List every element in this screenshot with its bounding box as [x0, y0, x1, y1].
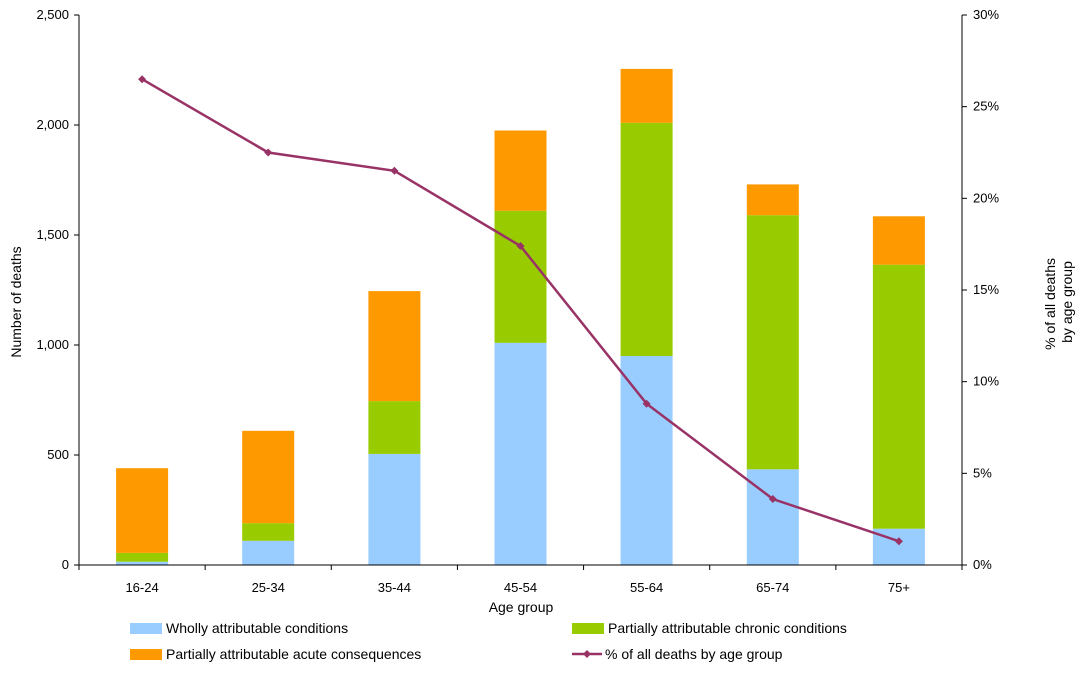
y-tick-label-1: 500 — [47, 447, 69, 462]
bar-segment-s1-0 — [116, 552, 169, 562]
bar-segment-s2-6 — [872, 216, 925, 265]
bar-segment-s2-3 — [494, 130, 547, 211]
legend-label-0: Wholly attributable conditions — [166, 620, 348, 636]
bar-segment-s2-5 — [746, 184, 799, 216]
bar-segment-s1-5 — [746, 215, 799, 470]
bar-segment-s0-1 — [242, 540, 295, 565]
bar-segment-s2-4 — [620, 68, 673, 123]
line-series-layer — [138, 75, 903, 546]
y-axis-title: Number of deaths — [8, 246, 24, 357]
legend-swatch-0 — [130, 623, 162, 634]
legend-marker-3 — [583, 650, 591, 658]
legend-label-2: Partially attributable acute consequence… — [166, 646, 421, 662]
y2-tick-label-4: 20% — [973, 190, 999, 205]
x-tick-label-3: 45-54 — [504, 580, 537, 595]
legend-swatch-2 — [130, 649, 162, 660]
y2-tick-label-5: 25% — [973, 99, 999, 114]
y-tick-label-2: 1,000 — [36, 337, 69, 352]
y2-axis-title-line-2: by age group — [1059, 261, 1075, 343]
y2-axis-title-line-1: % of all deaths — [1042, 258, 1058, 350]
x-tick-label-6: 75+ — [888, 580, 910, 595]
legend: Wholly attributable conditions Partially … — [130, 620, 847, 662]
x-tick-label-2: 35-44 — [378, 580, 411, 595]
x-tick-label-0: 16-24 — [125, 580, 158, 595]
y-tick-label-5: 2,500 — [36, 7, 69, 22]
line-point-2 — [390, 166, 399, 175]
y2-tick-label-1: 5% — [973, 465, 992, 480]
legend-label-3: % of all deaths by age group — [605, 646, 783, 662]
y-tick-label-0: 0 — [62, 557, 69, 572]
line-point-6 — [894, 537, 903, 546]
y2-tick-label-0: 0% — [973, 557, 992, 572]
y-tick-label-3: 1,500 — [36, 227, 69, 242]
y-tick-label-4: 2,000 — [36, 117, 69, 132]
bar-segment-s0-5 — [746, 469, 799, 565]
bar-segment-s2-0 — [116, 468, 169, 553]
bar-segment-s1-4 — [620, 122, 673, 356]
ticks-layer: 0 500 1,000 1,500 2,000 2,500 0% 5% 10% 15% 20% 25%… — [36, 7, 999, 595]
legend-swatch-1 — [572, 623, 604, 634]
x-tick-label-1: 25-34 — [252, 580, 285, 595]
x-tick-label-4: 55-64 — [630, 580, 663, 595]
bar-segment-s1-3 — [494, 210, 547, 343]
bar-segment-s0-0 — [116, 561, 169, 565]
line-point-5 — [768, 495, 777, 503]
x-tick-label-5: 65-74 — [756, 580, 789, 595]
x-axis-title: Age group — [489, 599, 554, 615]
bar-segment-s1-6 — [872, 264, 925, 529]
bar-segment-s0-4 — [620, 356, 673, 565]
y2-tick-label-3: 15% — [973, 282, 999, 297]
line-point-1 — [264, 148, 273, 157]
y2-tick-label-2: 10% — [973, 374, 999, 389]
bars-layer — [116, 68, 925, 565]
y2-axis-title: % of all deaths by age group — [1042, 254, 1075, 350]
bar-segment-s0-2 — [368, 453, 421, 565]
y2-tick-label-6: 30% — [973, 7, 999, 22]
line-point-0 — [138, 75, 147, 84]
bar-segment-s1-2 — [368, 401, 421, 454]
line-point-3 — [516, 242, 525, 250]
bar-segment-s2-2 — [368, 291, 421, 402]
bar-segment-s2-1 — [242, 430, 295, 524]
bar-segment-s0-3 — [494, 342, 547, 565]
bar-segment-s1-1 — [242, 523, 295, 541]
line-point-4 — [642, 399, 651, 408]
legend-label-1: Partially attributable chronic condition… — [608, 620, 847, 636]
